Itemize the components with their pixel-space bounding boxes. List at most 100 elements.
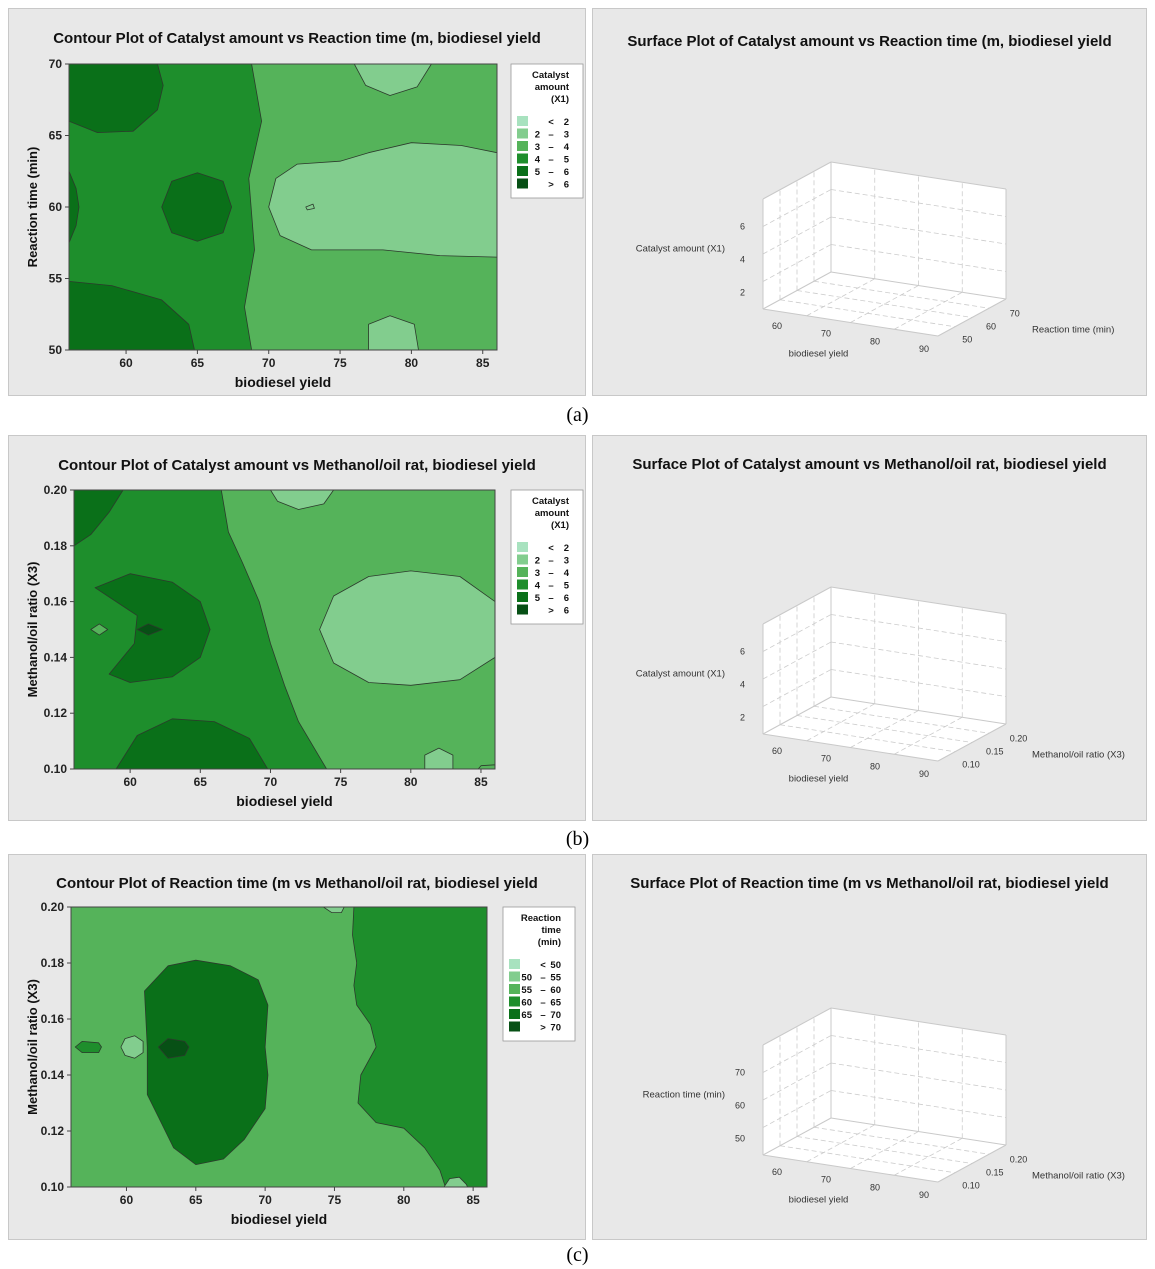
- legend-high-6: 70: [550, 1023, 561, 1034]
- y-axis-label: Methanol/oil ratio (X3): [25, 979, 40, 1115]
- grid-floor-a-2: [850, 710, 919, 748]
- contour-panel-c: Contour Plot of Reaction time (m vs Meth…: [8, 854, 586, 1240]
- y-tick-label-0.10: 0.10: [962, 1180, 980, 1190]
- legend-sep-1: <: [548, 543, 554, 554]
- contour-region-7: [443, 1176, 469, 1187]
- legend-swatch-6: [517, 178, 528, 189]
- contour-region-4: [424, 747, 454, 769]
- grid-left-h-1: [762, 1090, 832, 1128]
- legend-swatch-1: [509, 959, 520, 969]
- legend-low-5: 5: [535, 593, 541, 604]
- legend-high-6: 6: [564, 606, 569, 617]
- grid-floor-a-1: [806, 278, 875, 317]
- legend-sep-4: –: [540, 998, 545, 1009]
- grid-left-h-1: [762, 244, 832, 282]
- legend-swatch-2: [517, 128, 528, 139]
- x-tick-label-60: 60: [123, 775, 137, 789]
- contour-region-3: [270, 490, 335, 510]
- legend-sep-1: <: [548, 117, 554, 128]
- legend-sep-6: >: [540, 1023, 546, 1034]
- surface-chart-b: 2 4 6 Catalyst amount (X1) 60 70 80 90 biodiesel…: [636, 586, 1125, 784]
- x-axis-label: biodiesel yield: [231, 1211, 327, 1227]
- x-tick-label-60: 60: [119, 356, 133, 370]
- grid-floor-b-2: [796, 715, 973, 743]
- legend-high-2: 3: [564, 556, 569, 567]
- x-tick-label-70: 70: [821, 754, 831, 764]
- contour-chart-c: 60 65 70 75 80 850.100.120.140.160.180.20biod…: [25, 900, 576, 1227]
- contour-panel-b: Contour Plot of Catalyst amount vs Metha…: [8, 435, 586, 821]
- legend-swatch-4: [517, 153, 528, 164]
- x-tick-label-75: 75: [333, 356, 347, 370]
- contour-region-1: [352, 907, 487, 1187]
- legend-sep-3: –: [540, 985, 545, 996]
- contour-region-9: [90, 623, 109, 636]
- y-tick-label-65: 65: [49, 129, 63, 143]
- box-edge-3: [762, 696, 832, 735]
- legend-title-line-3: (X1): [551, 94, 569, 105]
- legend-swatch-2: [517, 554, 528, 565]
- z-tick-label-2: 2: [740, 288, 745, 298]
- contour-region-2: [268, 142, 497, 258]
- legend-title-line-2: amount: [535, 82, 570, 93]
- contour-region-10: [477, 764, 495, 769]
- legend-title-line-1: Reaction: [521, 913, 561, 924]
- contour-title-a: Contour Plot of Catalyst amount vs React…: [53, 30, 541, 47]
- z-tick-label-50: 50: [735, 1134, 745, 1144]
- y-tick-label-60: 60: [986, 322, 996, 332]
- x-tick-label-70: 70: [264, 775, 278, 789]
- surface-title-c: Surface Plot of Reaction time (m vs Meth…: [630, 875, 1109, 892]
- y-tick-label-0.20: 0.20: [1010, 734, 1028, 744]
- surface-panel-c: Surface Plot of Reaction time (m vs Meth…: [592, 854, 1147, 1240]
- legend-high-3: 4: [564, 142, 570, 153]
- y-tick-label-0.16: 0.16: [44, 595, 68, 609]
- y-tick-label-55: 55: [49, 272, 63, 286]
- legend-swatch-4: [509, 996, 520, 1007]
- legend-high-4: 5: [564, 155, 570, 166]
- x-tick-label-90: 90: [919, 344, 929, 354]
- grid-left-h-2: [762, 216, 832, 255]
- legend-low-2: 2: [535, 556, 540, 567]
- z-tick-label-6: 6: [740, 647, 745, 657]
- x-tick-label-75: 75: [328, 1193, 342, 1207]
- x-tick-label-70: 70: [258, 1193, 272, 1207]
- box-edge-1: [762, 733, 939, 762]
- y-axis-label: Methanol/oil ratio (X3): [25, 562, 40, 698]
- y-tick-label-70: 70: [49, 57, 63, 71]
- x-tick-label-65: 65: [189, 1193, 203, 1207]
- y-tick-label-0.14: 0.14: [44, 650, 68, 664]
- box-edge-1: [762, 1154, 939, 1183]
- x-axis-label: biodiesel yield: [236, 793, 332, 809]
- x-tick-label-60: 60: [772, 746, 782, 756]
- legend-sep-2: –: [548, 556, 553, 567]
- grid-floor-a-2: [850, 1131, 919, 1169]
- legend-low-4: 60: [521, 998, 532, 1009]
- x-tick-label-80: 80: [870, 1182, 880, 1192]
- legend-high-2: 3: [564, 130, 569, 141]
- y-tick-label-0.15: 0.15: [986, 1168, 1004, 1178]
- grid-left-h-1: [762, 669, 832, 707]
- contour-region-8: [69, 280, 195, 350]
- y-axis-label: Methanol/oil ratio (X3): [1032, 1171, 1125, 1182]
- grid-left-h-3: [762, 614, 832, 652]
- legend-sep-2: –: [548, 130, 553, 141]
- z-tick-label-70: 70: [735, 1068, 745, 1078]
- legend-low-3: 55: [521, 985, 532, 996]
- surface-title-b: Surface Plot of Catalyst amount vs Metha…: [632, 456, 1107, 473]
- legend-high-3: 4: [564, 568, 570, 579]
- x-tick-label-60: 60: [772, 1167, 782, 1177]
- surface-chart-c: 50 60 70 Reaction time (min) 60 70 80 90 biodies…: [643, 1007, 1125, 1205]
- x-tick-label-80: 80: [397, 1193, 411, 1207]
- y-tick-label-0.14: 0.14: [41, 1068, 65, 1082]
- box-edge-4: [830, 696, 1007, 725]
- box-edge-7: [830, 1007, 1007, 1036]
- grid-floor-a-3: [894, 291, 963, 330]
- y-axis-label: Methanol/oil ratio (X3): [1032, 750, 1125, 761]
- x-tick-label-90: 90: [919, 1190, 929, 1200]
- contour-title-b: Contour Plot of Catalyst amount vs Metha…: [58, 457, 536, 474]
- y-tick-label-0.10: 0.10: [44, 762, 68, 776]
- contour-regions: [74, 490, 495, 769]
- x-tick-label-65: 65: [191, 356, 205, 370]
- grid-floor-b-2: [796, 1136, 973, 1164]
- y-tick-label-60: 60: [49, 200, 63, 214]
